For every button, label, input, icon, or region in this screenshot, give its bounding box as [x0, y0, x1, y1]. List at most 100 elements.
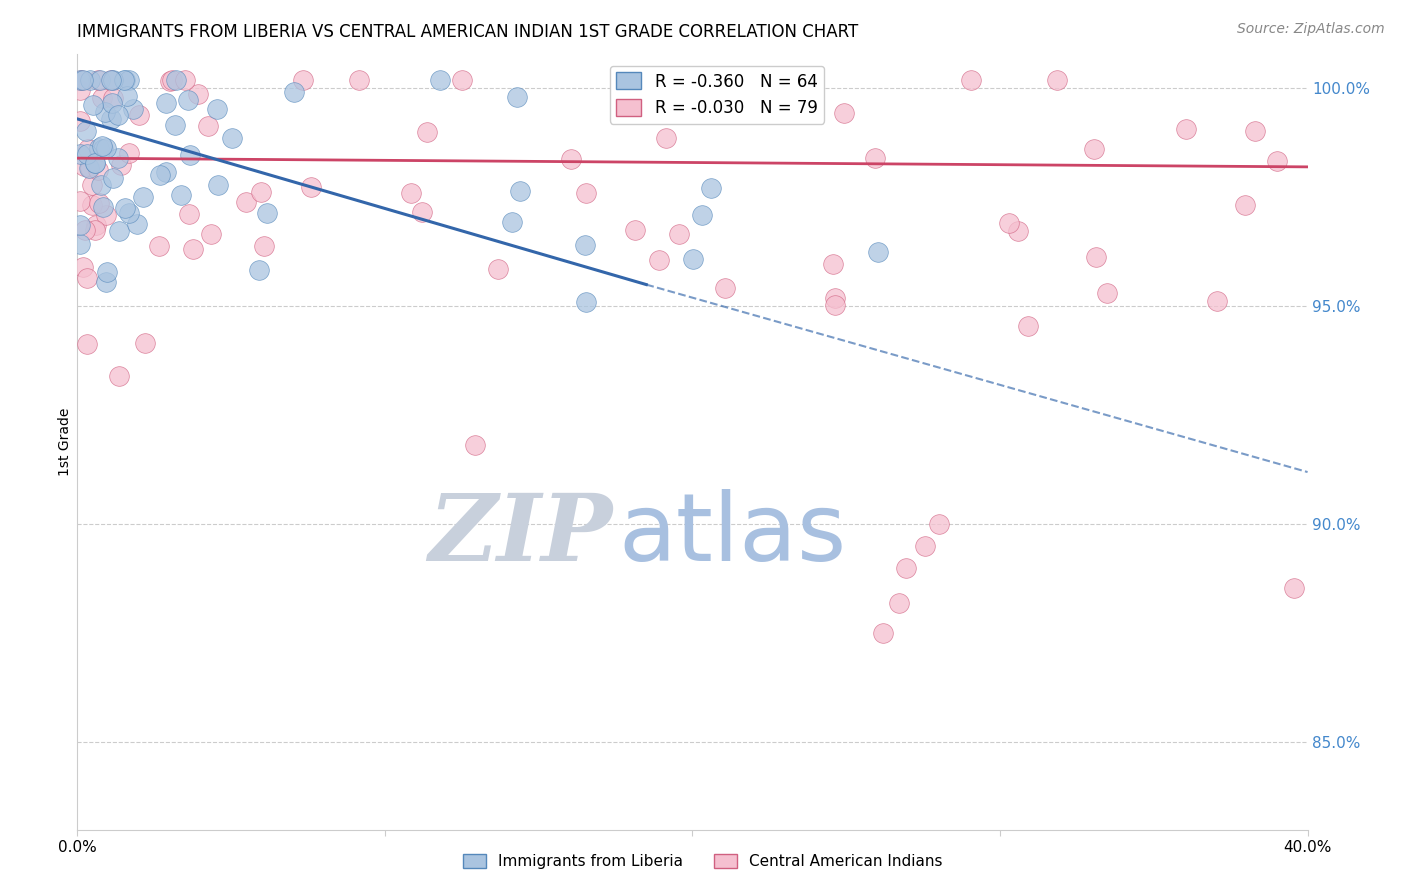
Point	[69, 113, 91, 128]
Point	[87, 163, 110, 178]
Point	[77, 142, 100, 156]
Point	[149, 168, 172, 182]
Point	[174, 72, 197, 87]
Point	[127, 217, 149, 231]
Point	[1244, 124, 1267, 138]
Point	[101, 72, 124, 87]
Point	[714, 281, 737, 295]
Point	[101, 91, 124, 105]
Point	[181, 242, 204, 256]
Point	[118, 145, 141, 160]
Point	[416, 125, 439, 139]
Point	[1206, 294, 1229, 309]
Point	[450, 72, 472, 87]
Text: atlas: atlas	[619, 489, 846, 581]
Point	[100, 72, 122, 87]
Point	[114, 72, 136, 87]
Point	[91, 200, 114, 214]
Point	[253, 239, 276, 253]
Legend: Immigrants from Liberia, Central American Indians: Immigrants from Liberia, Central America…	[457, 848, 949, 875]
Point	[411, 204, 433, 219]
Point	[93, 104, 115, 119]
Point	[832, 106, 855, 120]
Point	[207, 102, 229, 116]
Point	[187, 87, 209, 102]
Legend: R = -0.360   N = 64, R = -0.030   N = 79: R = -0.360 N = 64, R = -0.030 N = 79	[610, 66, 824, 124]
Point	[101, 95, 124, 110]
Point	[165, 72, 187, 87]
Point	[574, 238, 596, 252]
Point	[69, 218, 91, 232]
Point	[84, 155, 107, 169]
Point	[72, 72, 94, 87]
Point	[486, 262, 509, 277]
Point	[872, 626, 894, 640]
Point	[197, 119, 219, 133]
Point	[399, 186, 422, 200]
Point	[650, 89, 672, 103]
Point	[283, 85, 305, 99]
Point	[89, 196, 111, 211]
Point	[69, 72, 91, 87]
Point	[914, 539, 936, 553]
Point	[122, 103, 145, 117]
Point	[69, 236, 91, 251]
Point	[75, 222, 97, 236]
Point	[299, 180, 322, 194]
Text: ZIP: ZIP	[429, 490, 613, 580]
Point	[177, 207, 200, 221]
Point	[84, 222, 107, 236]
Point	[824, 291, 846, 305]
Point	[863, 151, 886, 165]
Point	[250, 186, 273, 200]
Point	[69, 194, 91, 209]
Point	[429, 72, 451, 87]
Point	[100, 112, 122, 126]
Point	[115, 89, 138, 103]
Point	[501, 215, 523, 229]
Point	[72, 260, 94, 274]
Point	[690, 208, 713, 222]
Point	[96, 141, 118, 155]
Point	[170, 187, 193, 202]
Point	[112, 72, 135, 87]
Point	[235, 194, 257, 209]
Point	[624, 223, 647, 237]
Point	[107, 151, 129, 165]
Point	[682, 252, 704, 266]
Point	[69, 72, 91, 87]
Point	[91, 138, 114, 153]
Point	[107, 369, 129, 384]
Point	[347, 72, 370, 87]
Point	[69, 147, 91, 161]
Point	[1017, 319, 1039, 334]
Point	[648, 253, 671, 268]
Point	[668, 227, 690, 241]
Point	[1095, 286, 1118, 301]
Point	[82, 178, 104, 192]
Point	[1046, 72, 1069, 87]
Point	[94, 208, 117, 222]
Y-axis label: 1st Grade: 1st Grade	[58, 408, 72, 475]
Point	[77, 161, 100, 175]
Point	[560, 153, 582, 167]
Point	[100, 72, 122, 87]
Point	[162, 72, 184, 87]
Point	[76, 336, 98, 351]
Point	[506, 90, 529, 104]
Point	[575, 186, 598, 200]
Point	[256, 206, 278, 220]
Point	[960, 72, 983, 87]
Point	[655, 131, 678, 145]
Point	[249, 263, 271, 277]
Point	[1284, 581, 1306, 595]
Point	[887, 596, 910, 610]
Point	[134, 335, 156, 350]
Point	[128, 108, 150, 122]
Point	[155, 95, 177, 110]
Point	[131, 190, 153, 204]
Point	[110, 158, 132, 172]
Point	[464, 438, 486, 452]
Point	[1007, 223, 1029, 237]
Point	[179, 148, 201, 162]
